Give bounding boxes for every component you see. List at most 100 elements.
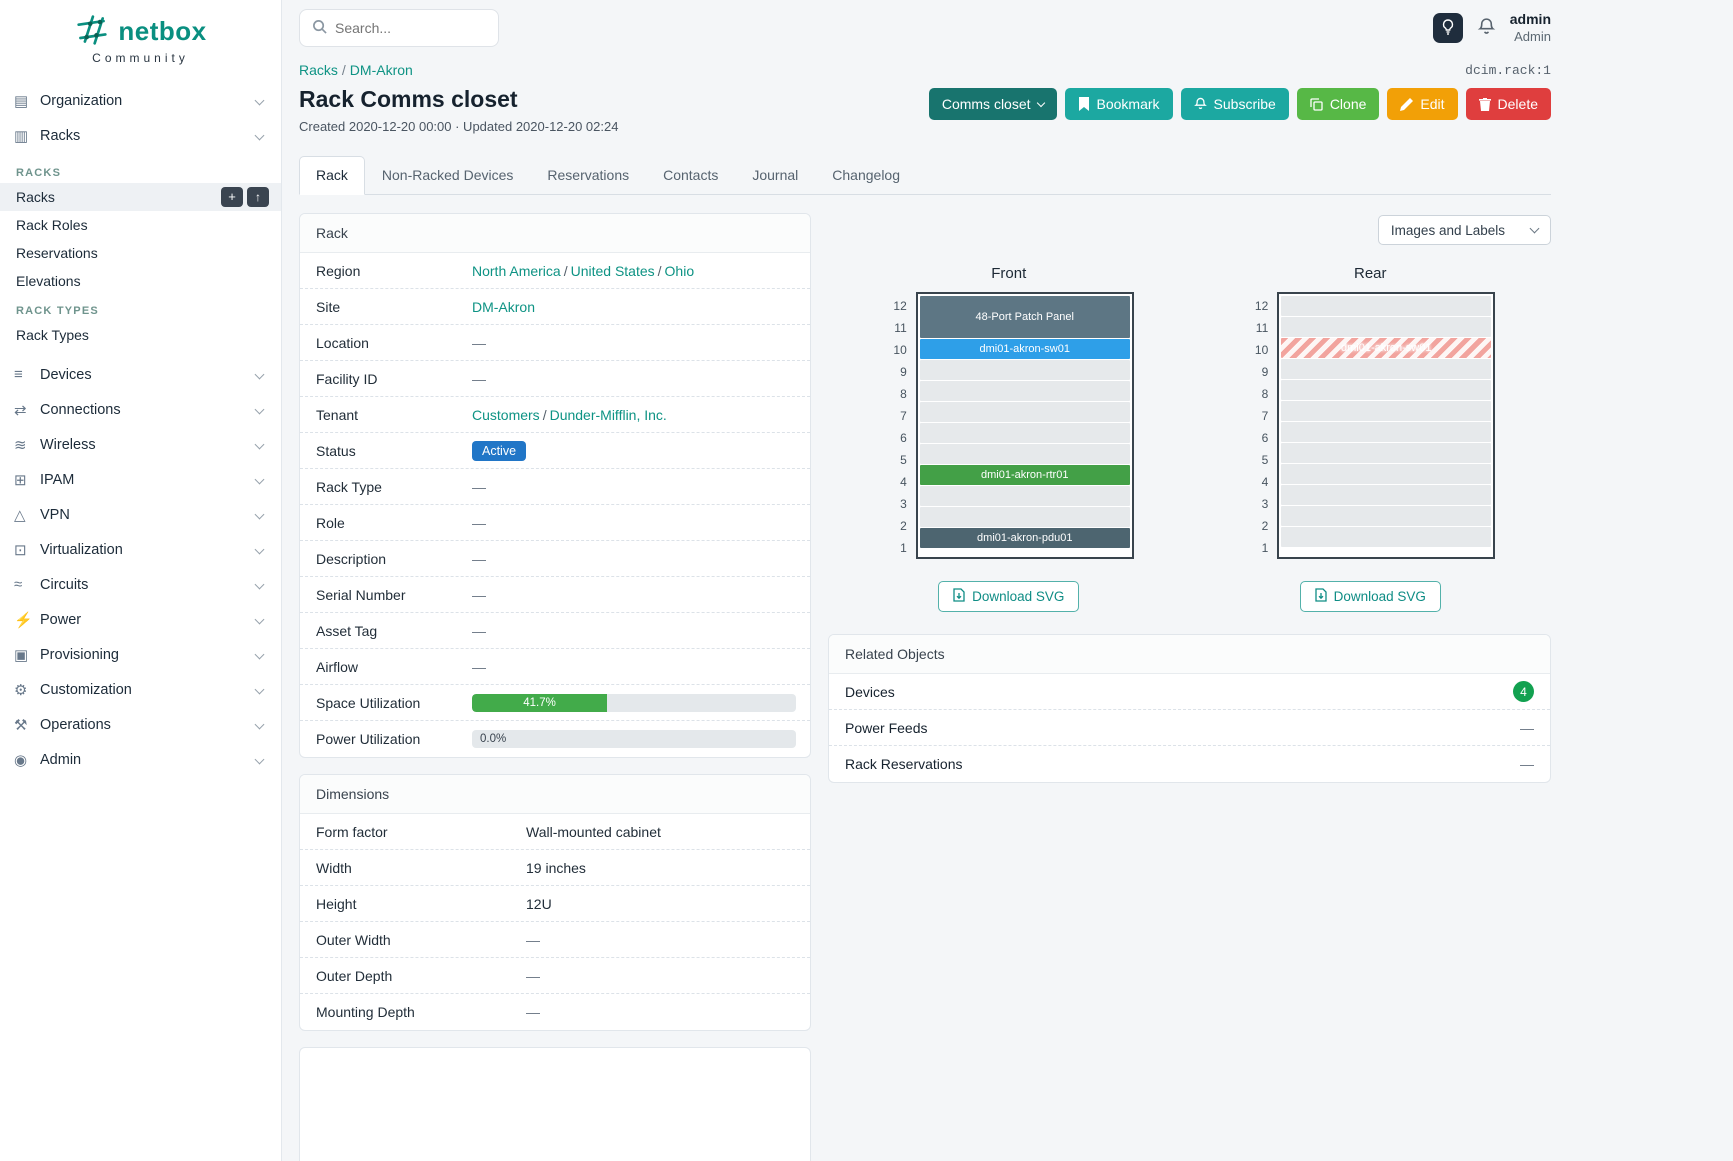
unit-numbers: 12 11 10 9 8 7 6 5 4 3 2 1 bbox=[1254, 299, 1269, 555]
sidebar-item-wireless[interactable]: Wireless bbox=[0, 427, 281, 462]
rack-slot-empty[interactable] bbox=[919, 423, 1130, 443]
tab-journal[interactable]: Journal bbox=[752, 167, 799, 183]
subnav-header-rack-types: RACK TYPES bbox=[16, 305, 99, 317]
region-link[interactable]: Ohio bbox=[664, 262, 695, 279]
user-menu[interactable]: admin Admin bbox=[1510, 11, 1551, 45]
page-title: Rack Comms closet bbox=[299, 86, 518, 112]
chevron-down-icon bbox=[1036, 98, 1045, 108]
rack-slot-empty[interactable] bbox=[1281, 317, 1492, 337]
row-rack-type: Rack Type — bbox=[300, 469, 810, 505]
rack-slot-empty[interactable] bbox=[919, 402, 1130, 422]
chevron-down-icon bbox=[254, 614, 265, 625]
sidebar-item-connections[interactable]: Connections bbox=[0, 392, 281, 427]
tab-changelog[interactable]: Changelog bbox=[832, 167, 901, 183]
download-svg-rear-button[interactable]: Download SVG bbox=[1299, 581, 1441, 612]
sidebar-item-admin[interactable]: Admin bbox=[0, 742, 281, 777]
chevron-down-icon bbox=[254, 404, 265, 415]
clone-button[interactable]: Clone bbox=[1296, 88, 1380, 120]
sidebar-item-devices[interactable]: Devices bbox=[0, 357, 281, 392]
rack-slot-empty[interactable] bbox=[919, 507, 1130, 527]
brand-name[interactable]: netbox bbox=[118, 16, 207, 46]
row-location: Location — bbox=[300, 325, 810, 361]
chevron-down-icon bbox=[254, 754, 265, 765]
rack-slot-empty[interactable] bbox=[919, 381, 1130, 401]
sidebar-subitem-elevations[interactable]: Elevations bbox=[16, 273, 81, 289]
row-facility-id: Facility ID — bbox=[300, 361, 810, 397]
edit-button[interactable]: Edit bbox=[1387, 88, 1458, 120]
sidebar-item-ipam[interactable]: IPAM bbox=[0, 462, 281, 497]
rack-slot-empty[interactable] bbox=[919, 486, 1130, 506]
sidebar-subitem-racks[interactable]: Racks bbox=[0, 183, 281, 211]
tab-rack[interactable]: Rack bbox=[299, 156, 365, 195]
related-row-devices[interactable]: Devices 4 bbox=[829, 674, 1550, 710]
download-svg-front-button[interactable]: Download SVG bbox=[938, 581, 1080, 612]
file-download-icon bbox=[953, 588, 965, 605]
device-router[interactable]: dmi01-akron-rtr01 bbox=[919, 465, 1130, 485]
rack-elevation-rear-diagram: dmi01-akron-sw01 bbox=[1277, 292, 1496, 559]
subscribe-button[interactable]: Subscribe bbox=[1180, 88, 1289, 120]
related-row-rack-reservations[interactable]: Rack Reservations — bbox=[845, 756, 1534, 772]
tenant-link[interactable]: Dunder-Mifflin, Inc. bbox=[549, 406, 667, 423]
rack-slot-empty[interactable] bbox=[919, 444, 1130, 464]
chevron-down-icon bbox=[254, 474, 265, 485]
rack-slot-empty[interactable] bbox=[1281, 527, 1492, 547]
rack-slot-empty[interactable] bbox=[1281, 359, 1492, 379]
sidebar-item-virtualization[interactable]: Virtualization bbox=[0, 532, 281, 567]
region-link[interactable]: United States bbox=[570, 262, 655, 279]
elevation-view-select[interactable]: Images and Labels bbox=[1377, 215, 1551, 245]
row-tenant: Tenant Customers / Dunder-Mifflin, Inc. bbox=[300, 397, 810, 433]
sidebar-subitem-reservations[interactable]: Reservations bbox=[16, 245, 98, 261]
sidebar-item-customization[interactable]: Customization bbox=[0, 672, 281, 707]
search-input[interactable] bbox=[335, 20, 475, 36]
rack-slot-empty[interactable] bbox=[1281, 422, 1492, 442]
tab-reservations[interactable]: Reservations bbox=[547, 167, 630, 183]
related-row-power-feeds[interactable]: Power Feeds — bbox=[829, 710, 1550, 746]
search-box[interactable] bbox=[299, 9, 499, 47]
sidebar-item-circuits[interactable]: Circuits bbox=[0, 567, 281, 602]
sidebar-item-power[interactable]: Power bbox=[0, 602, 281, 637]
view-select-button[interactable]: Comms closet bbox=[928, 88, 1057, 120]
chevron-down-icon bbox=[254, 369, 265, 380]
site-link[interactable]: DM-Akron bbox=[472, 298, 536, 315]
rack-slot-empty[interactable] bbox=[1281, 443, 1492, 463]
rack-slot-empty[interactable] bbox=[1281, 485, 1492, 505]
row-outer-depth: Outer Depth — bbox=[300, 958, 810, 994]
row-space-utilization: Space Utilization 41.7% bbox=[300, 685, 810, 721]
add-rack-button[interactable] bbox=[221, 187, 243, 207]
device-pdu[interactable]: dmi01-akron-pdu01 bbox=[919, 528, 1130, 548]
sidebar-item-organization[interactable]: Organization bbox=[0, 83, 281, 118]
device-patch-panel[interactable]: 48-Port Patch Panel bbox=[919, 296, 1130, 338]
device-switch-rear[interactable]: dmi01-akron-sw01 bbox=[1281, 338, 1492, 358]
chevron-down-icon bbox=[254, 130, 265, 141]
rack-slot-empty[interactable] bbox=[1281, 401, 1492, 421]
provisioning-icon bbox=[14, 646, 40, 664]
breadcrumb-link-racks[interactable]: Racks bbox=[299, 62, 338, 78]
region-link[interactable]: North America bbox=[472, 262, 561, 279]
delete-button[interactable]: Delete bbox=[1465, 88, 1551, 120]
sidebar-item-operations[interactable]: Operations bbox=[0, 707, 281, 742]
rack-slot-empty[interactable] bbox=[1281, 506, 1492, 526]
status-badge: Active bbox=[472, 440, 527, 461]
notifications-button[interactable] bbox=[1477, 17, 1496, 39]
rack-slot-empty[interactable] bbox=[1281, 464, 1492, 484]
theme-toggle-button[interactable] bbox=[1432, 13, 1463, 43]
sidebar-item-provisioning[interactable]: Provisioning bbox=[0, 637, 281, 672]
import-racks-button[interactable] bbox=[247, 187, 269, 207]
tab-non-racked-devices[interactable]: Non-Racked Devices bbox=[381, 167, 514, 183]
sidebar-item-vpn[interactable]: VPN bbox=[0, 497, 281, 532]
rack-slot-empty[interactable] bbox=[1281, 380, 1492, 400]
rack-slot-empty[interactable] bbox=[1281, 296, 1492, 316]
bookmark-button[interactable]: Bookmark bbox=[1064, 88, 1173, 120]
sidebar-subitem-rack-types[interactable]: Rack Types bbox=[16, 327, 89, 343]
page-actions: Comms closet Bookmark Subscribe bbox=[928, 88, 1551, 120]
sidebar-subitem-rack-roles[interactable]: Rack Roles bbox=[16, 217, 88, 233]
tenant-group-link[interactable]: Customers bbox=[472, 406, 540, 423]
bookmark-icon bbox=[1078, 97, 1090, 111]
sidebar-item-racks[interactable]: Racks bbox=[0, 118, 281, 153]
breadcrumb-link-site[interactable]: DM-Akron bbox=[349, 62, 413, 78]
rack-slot-empty[interactable] bbox=[919, 360, 1130, 380]
devices-icon bbox=[14, 366, 40, 383]
file-download-icon bbox=[1314, 588, 1327, 605]
tab-contacts[interactable]: Contacts bbox=[663, 167, 719, 183]
device-switch[interactable]: dmi01-akron-sw01 bbox=[919, 339, 1130, 359]
